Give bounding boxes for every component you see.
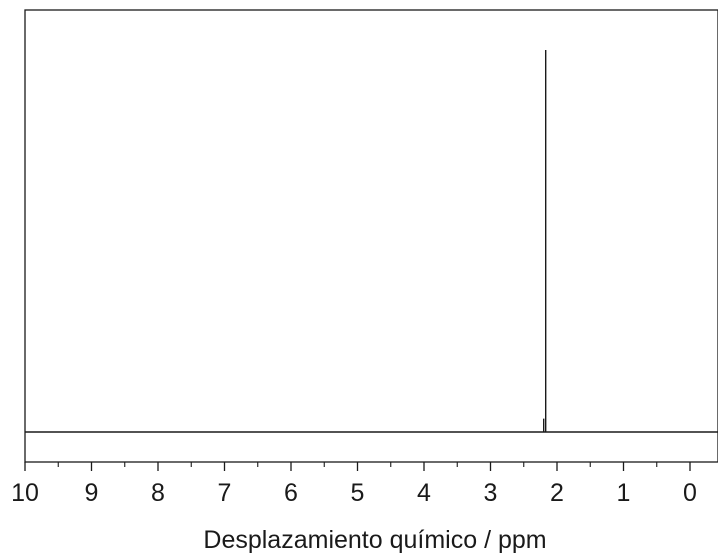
plot-frame [24, 9, 718, 463]
x-tick-label: 4 [417, 479, 431, 507]
x-axis: 10 9 8 7 6 5 4 3 2 1 0 [11, 462, 697, 507]
x-tick-label: 10 [11, 479, 39, 507]
x-tick-label: 1 [617, 479, 631, 507]
x-tick-label: 2 [550, 479, 564, 507]
x-tick-label: 8 [151, 479, 165, 507]
spectrum-peaks [543, 50, 547, 432]
x-tick-label: 3 [484, 479, 498, 507]
x-axis-title: Desplazamiento químico / ppm [203, 526, 546, 554]
x-tick-label: 0 [683, 479, 697, 507]
x-tick-label: 9 [85, 479, 99, 507]
x-tick-label: 5 [351, 479, 365, 507]
x-tick-label: 6 [284, 479, 298, 507]
x-tick-label: 7 [218, 479, 232, 507]
